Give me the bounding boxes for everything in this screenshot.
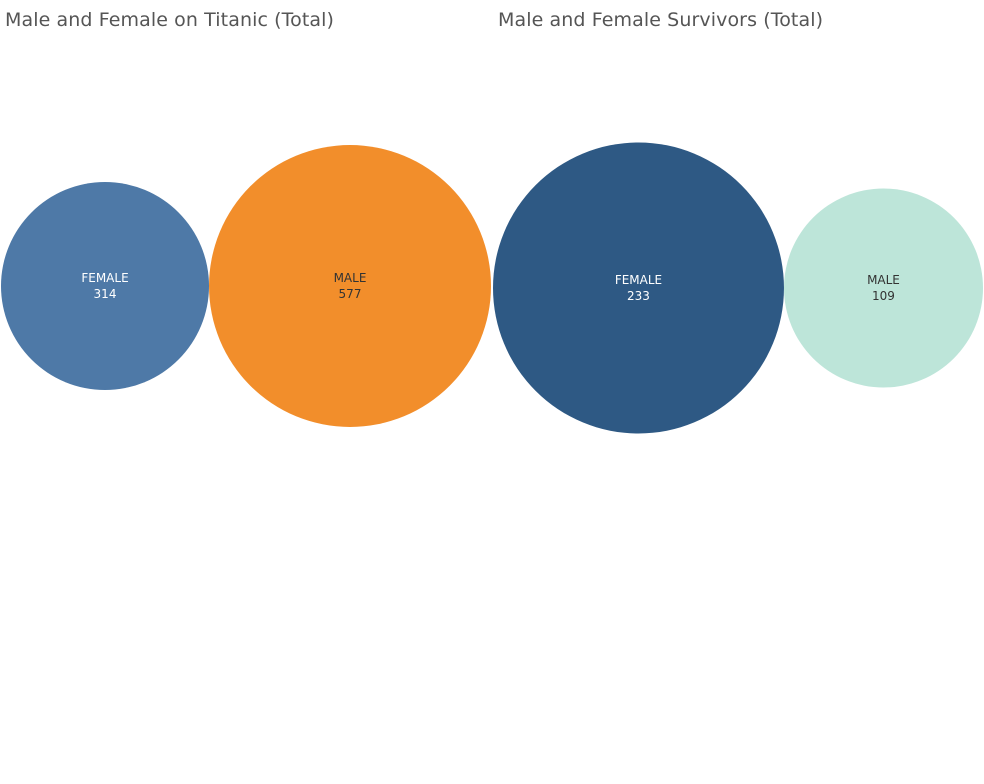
chart-title: Male and Female Survivors (Total)	[498, 9, 824, 31]
bubble-mark-male[interactable]	[783, 188, 983, 388]
bubble-value-label: 233	[627, 289, 650, 303]
bubble-chart-passengers: FEMALE 314 MALE 577	[1, 145, 491, 427]
bubble-category-label: FEMALE	[81, 271, 128, 285]
chart-title: Male and Female on Titanic (Total)	[5, 9, 335, 31]
bubble-female[interactable]: FEMALE 233	[493, 142, 784, 434]
bubble-category-label: MALE	[334, 271, 367, 285]
chart-panel-passengers: Male and Female on Titanic (Total) FEMAL…	[1, 9, 491, 427]
bubble-mark-male[interactable]	[209, 145, 491, 427]
bubble-category-label: MALE	[867, 273, 900, 287]
bubble-value-label: 109	[872, 289, 895, 303]
chart-panel-survivors: Male and Female Survivors (Total) FEMALE…	[492, 0, 984, 784]
bubble-mark-female[interactable]	[493, 142, 784, 434]
bubble-male[interactable]: MALE 577	[209, 145, 491, 427]
bubble-category-label: FEMALE	[615, 273, 662, 287]
bubble-female[interactable]: FEMALE 314	[1, 181, 210, 391]
bubble-chart-survivors: FEMALE 233 MALE 109	[493, 142, 983, 434]
bubble-value-label: 314	[94, 287, 117, 301]
bubble-male[interactable]: MALE 109	[783, 188, 983, 388]
bubble-mark-female[interactable]	[1, 181, 210, 391]
bubble-value-label: 577	[339, 287, 362, 301]
